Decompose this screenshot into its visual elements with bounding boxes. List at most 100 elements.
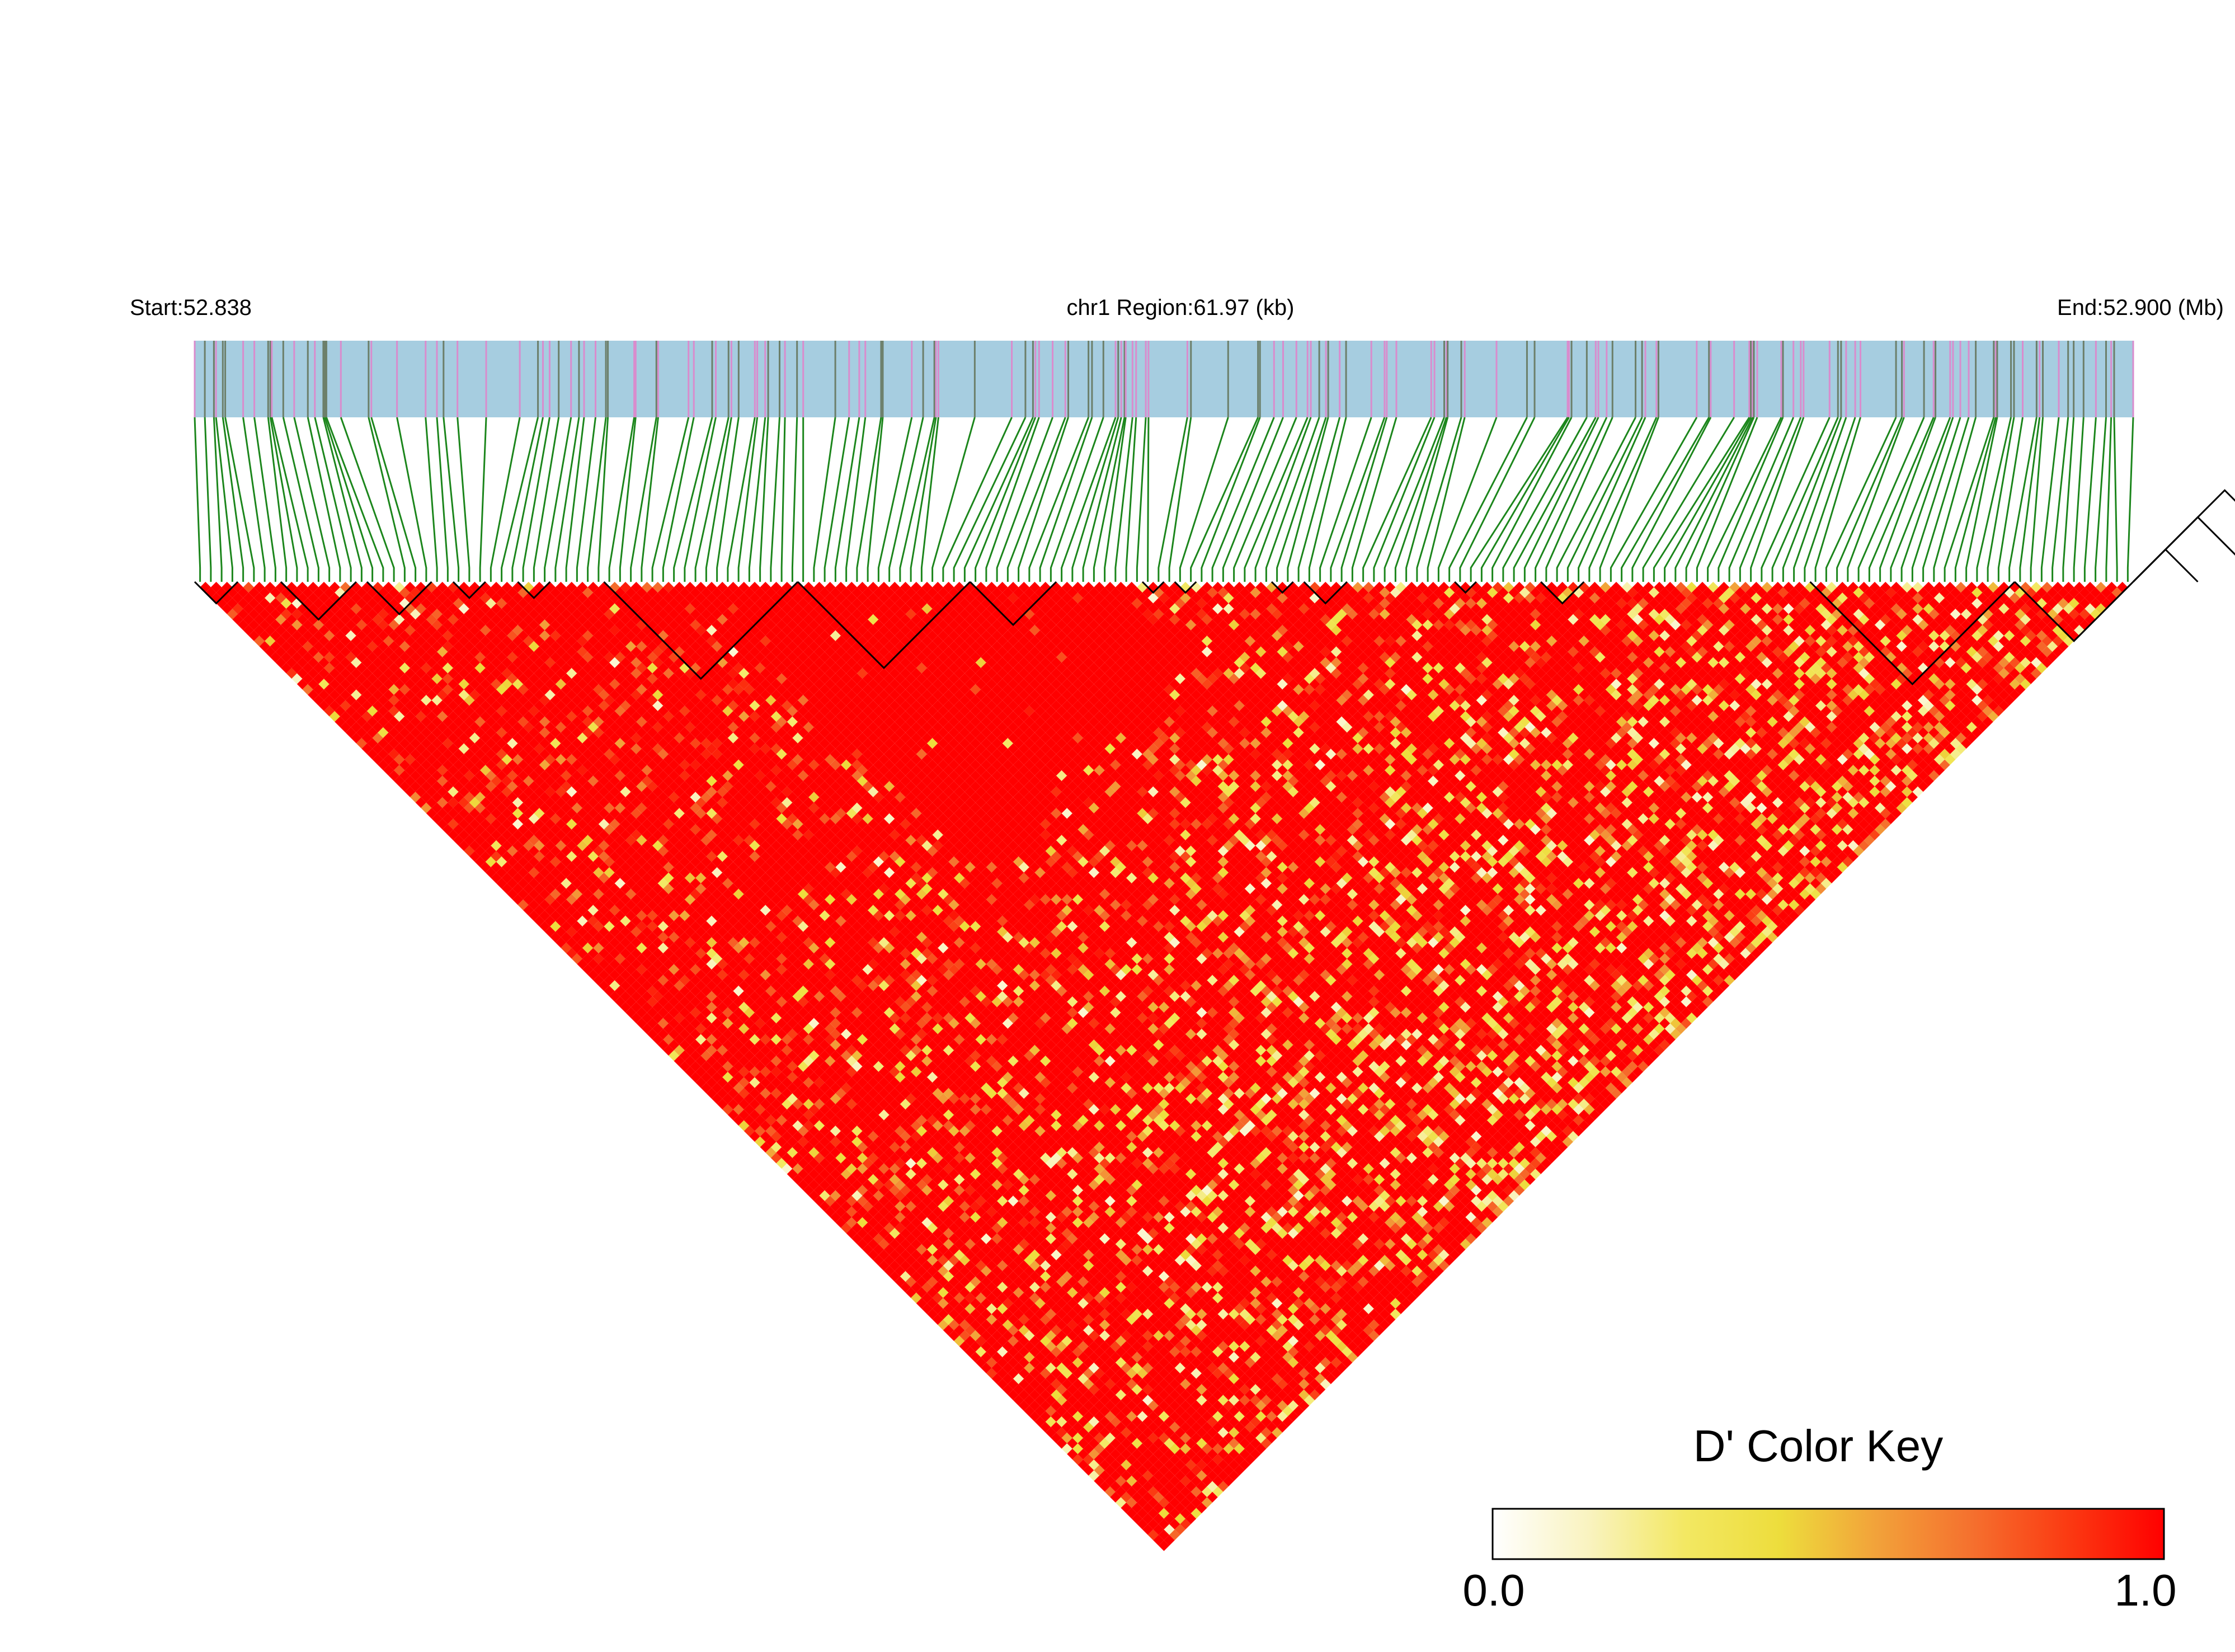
snp-connector-line — [1900, 417, 1954, 582]
snp-connector-line — [942, 417, 1013, 582]
snp-connector-line — [576, 417, 596, 582]
snp-connector-line — [748, 417, 766, 582]
snp-connector-line — [1588, 417, 1658, 582]
snp-connector-line — [1190, 417, 1259, 582]
snp-connector-line — [282, 417, 319, 582]
snp-connector-line — [457, 417, 470, 582]
snp-connector-line — [1535, 417, 1608, 582]
snp-connector-line — [1523, 417, 1599, 582]
snp-connector-line — [1050, 417, 1104, 582]
snp-connector-line — [1039, 417, 1093, 582]
snp-connector-line — [1158, 417, 1188, 582]
snp-connector-line — [2073, 417, 2085, 582]
snp-connector-line — [2113, 417, 2118, 582]
snp-connector-line — [314, 417, 352, 582]
snp-connector-line — [1168, 417, 1192, 582]
snp-connector-line — [1599, 417, 1659, 582]
snp-connector-line — [554, 417, 580, 582]
snp-connector-line — [1502, 417, 1588, 582]
snp-connector-line — [2062, 417, 2075, 582]
snp-connector-line — [1653, 417, 1751, 582]
snp-connector-line — [1610, 417, 1698, 582]
snp-connector-line — [1405, 417, 1449, 582]
snp-connector-line — [522, 417, 550, 582]
snp-connector-line — [1566, 417, 1643, 582]
snp-connector-line — [194, 417, 201, 582]
snp-connector-line — [845, 417, 867, 582]
snp-connector-line — [856, 417, 882, 582]
snp-connector-line — [694, 417, 730, 582]
snp-connector-line — [1728, 417, 1795, 582]
snp-connector-line — [1825, 417, 1897, 582]
snp-connector-line — [242, 417, 266, 582]
snp-connector-line — [1265, 417, 1320, 582]
snp-connector-line — [1254, 417, 1312, 582]
snp-connector-line — [1006, 417, 1066, 582]
snp-connector-line — [867, 417, 884, 582]
snp-connector-line — [1513, 417, 1597, 582]
ld-heatmap — [200, 582, 2128, 1551]
snp-connector-line — [877, 417, 913, 582]
snp-connector-line — [293, 417, 331, 582]
snp-connector-line — [1028, 417, 1090, 582]
snp-connector-line — [888, 417, 924, 582]
snp-connector-line — [2052, 417, 2069, 582]
snp-connector-line — [1847, 417, 1905, 582]
snp-connector-line — [1718, 417, 1784, 582]
snp-connector-line — [1244, 417, 1309, 582]
snp-connector-line — [1987, 417, 2015, 582]
snp-connector-line — [1018, 417, 1069, 582]
snp-connector-line — [1362, 417, 1432, 582]
snp-connector-line — [1222, 417, 1284, 582]
snp-connector-line — [204, 417, 212, 582]
snp-connector-line — [307, 417, 341, 582]
snp-connector-line — [1782, 417, 1842, 582]
snp-connector-line — [920, 417, 939, 582]
snp-connector-line — [985, 417, 1040, 582]
snp-connector-line — [630, 417, 657, 582]
snp-connector-line — [326, 417, 384, 582]
snp-connector-line — [931, 417, 976, 582]
snp-connector-line — [1093, 417, 1126, 582]
snp-connector-line — [1125, 417, 1137, 582]
snp-connector-line — [996, 417, 1053, 582]
snp-connector-line — [368, 417, 406, 582]
snp-connector-line — [716, 417, 740, 582]
snp-connector-line — [224, 417, 255, 582]
snp-connector-line — [1965, 417, 1998, 582]
snp-connector-line — [727, 417, 756, 582]
snp-connector-line — [1954, 417, 1997, 582]
snp-connector-line — [436, 417, 449, 582]
snp-connector-line — [597, 417, 609, 582]
snp-connector-line — [1394, 417, 1447, 582]
start-label: Start:52.838 — [130, 295, 252, 320]
snp-connector-line — [608, 417, 636, 582]
snp-connector-line — [963, 417, 1034, 582]
snp-connector-line — [1448, 417, 1528, 582]
snp-connector-line — [2040, 417, 2060, 582]
snp-connector-line — [1340, 417, 1388, 582]
snp-connector-line — [1416, 417, 1462, 582]
snp-connector-line — [1761, 417, 1831, 582]
snp-connector-line — [759, 417, 769, 582]
snp-connector-line — [910, 417, 937, 582]
snp-connector-line — [1933, 417, 1977, 582]
snp-connector-line — [267, 417, 288, 582]
snp-connector-line — [1621, 417, 1710, 582]
snp-connector-line — [215, 417, 233, 582]
snp-connector-line — [443, 417, 460, 582]
snp-connector-line — [2105, 417, 2112, 582]
end-label: End:52.900 (Mb) — [2057, 295, 2224, 320]
snp-connector-line — [1879, 417, 1937, 582]
snp-connector-line — [1674, 417, 1753, 582]
snp-connector-line — [269, 417, 298, 582]
snp-connector-line — [1804, 417, 1856, 582]
snp-connector-line — [2008, 417, 2038, 582]
track-background — [195, 341, 2133, 417]
snp-connector-line — [1114, 417, 1133, 582]
snp-connector-line — [1082, 417, 1122, 582]
snp-connector-line — [2083, 417, 2097, 582]
snp-connector-line — [813, 417, 836, 582]
snp-connector-line — [1707, 417, 1782, 582]
snp-connector-line — [533, 417, 560, 582]
